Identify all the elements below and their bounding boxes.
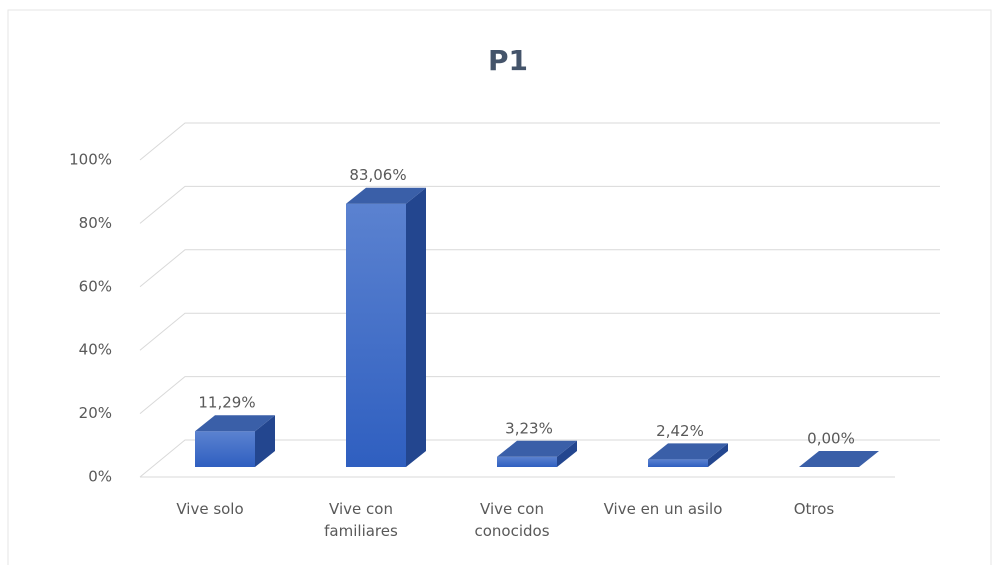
value-label: 2,42%: [656, 422, 704, 440]
y-tick-label: 100%: [69, 151, 112, 169]
bar-side: [708, 443, 728, 467]
value-label: 83,06%: [349, 166, 406, 184]
y-tick-label: 60%: [79, 277, 112, 295]
grid-line: [139, 439, 940, 478]
chart-border: [7, 9, 992, 565]
bar-front: [648, 459, 708, 467]
x-tick-label: Vive en un asilo: [603, 500, 723, 518]
grid-line: [139, 185, 940, 224]
value-label: 3,23%: [505, 419, 553, 437]
grid-line: [139, 312, 940, 351]
x-tick-label: Vive solo: [176, 500, 244, 518]
bar-side: [406, 187, 426, 467]
bar-top: [497, 440, 577, 457]
grid-line: [139, 376, 940, 414]
bar-side: [255, 415, 275, 467]
y-tick-label: 80%: [79, 214, 112, 232]
bar-top: [799, 451, 879, 467]
x-tick-label: Vive con conocidos: [474, 500, 550, 540]
y-tick-label: 20%: [79, 404, 112, 422]
y-tick-label: 40%: [79, 341, 112, 359]
value-label: 11,29%: [198, 394, 255, 412]
bar-side: [557, 440, 577, 467]
bar-front: [195, 431, 255, 467]
bar-top: [648, 443, 728, 460]
grid-line: [139, 249, 940, 288]
bar-front: [346, 203, 406, 467]
grid-line: [139, 122, 940, 161]
x-tick-label: Vive con familiares: [324, 500, 398, 540]
y-tick-label: 0%: [88, 468, 112, 486]
value-label: 0,00%: [807, 430, 855, 448]
bar-top: [346, 187, 426, 204]
bar-top: [195, 415, 275, 432]
bar-front: [497, 456, 557, 467]
x-tick-label: Otros: [793, 500, 835, 518]
chart-title: P1: [488, 44, 528, 77]
